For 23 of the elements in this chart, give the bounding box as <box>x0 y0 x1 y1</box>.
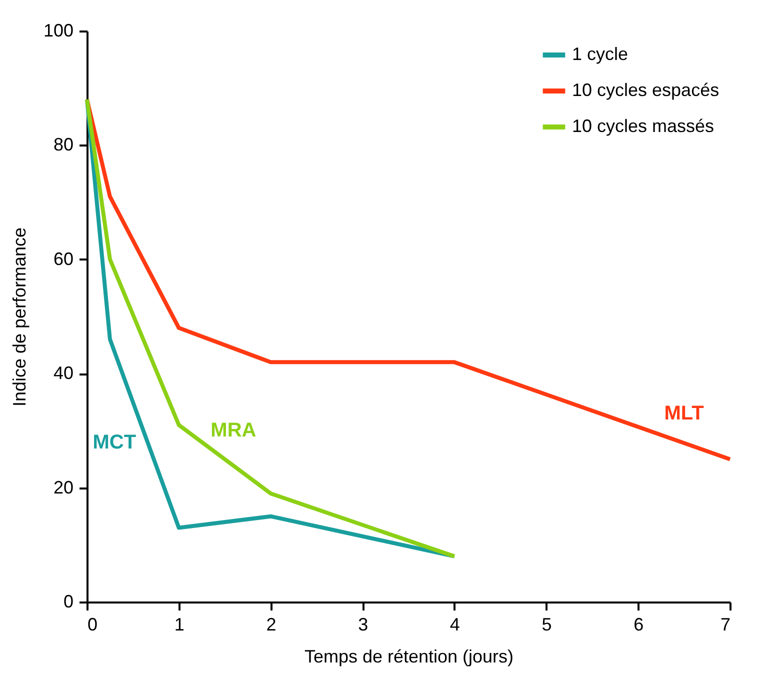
x-tick-label: 7 <box>720 614 730 634</box>
x-tick-label: 2 <box>266 614 276 634</box>
x-tick-label: 4 <box>450 614 460 634</box>
line-series <box>85 98 456 558</box>
legend-label: 10 cycles massés <box>572 116 714 136</box>
y-tick-label: 20 <box>53 477 74 498</box>
x-tick-label: 6 <box>634 614 644 634</box>
x-tick-label: 5 <box>542 614 552 634</box>
y-tick-label: 40 <box>53 363 74 384</box>
y-tick-label: 100 <box>43 20 74 40</box>
annotation: MLT <box>664 402 704 424</box>
x-tick-label: 1 <box>174 614 184 634</box>
x-tick-label: 3 <box>358 614 368 634</box>
annotation: MCT <box>92 431 136 454</box>
y-axis-title: Indice de performance <box>9 227 30 407</box>
annotation: MRA <box>210 419 256 442</box>
y-tick-label: 60 <box>53 248 74 269</box>
legend-label: 10 cycles espacés <box>572 80 720 100</box>
y-tick-label: 0 <box>63 592 74 612</box>
x-tick-label: 0 <box>88 614 98 634</box>
legend-label: 1 cycle <box>572 44 628 64</box>
y-tick-label: 80 <box>53 134 74 155</box>
x-axis-title: Temps de rétention (jours) <box>304 646 514 666</box>
